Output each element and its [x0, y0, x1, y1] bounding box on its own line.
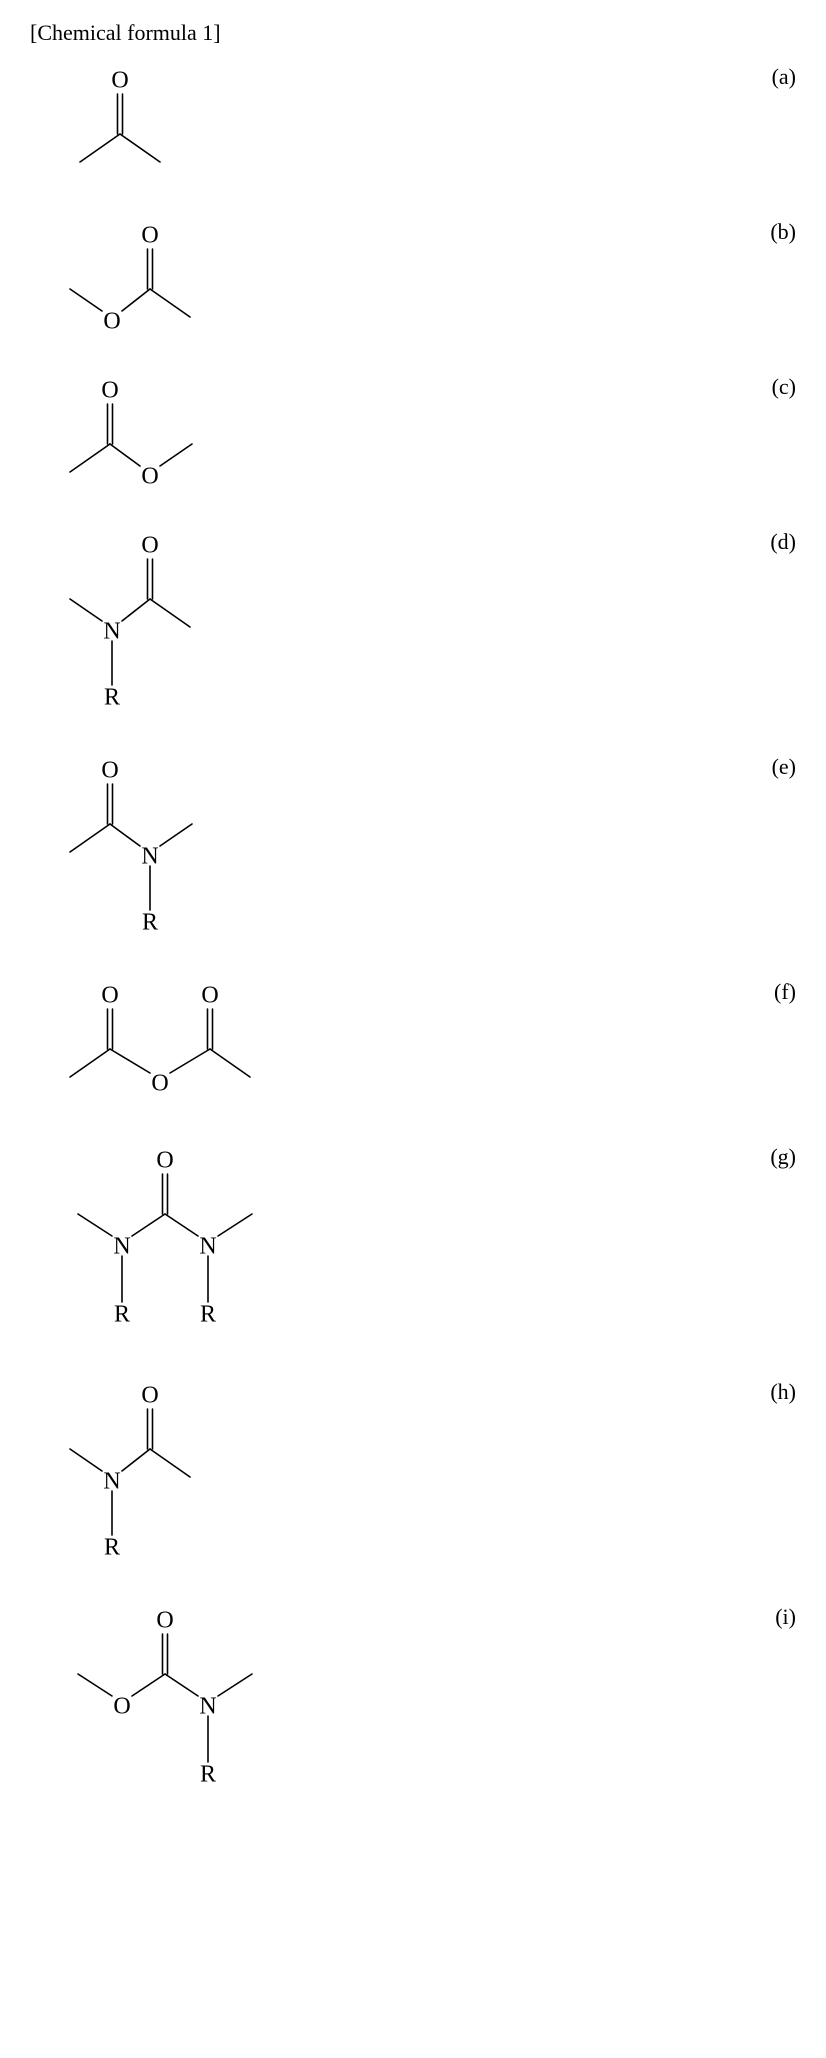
formula-row-g: (g) O N N R R — [30, 1144, 796, 1349]
atom-R: R — [200, 1762, 216, 1788]
structure-c: OO — [50, 374, 796, 499]
structure-g: O N N R R — [50, 1144, 796, 1349]
atom-R: R — [114, 1302, 130, 1328]
structure-a: O — [50, 64, 796, 189]
atom-N: N — [113, 1234, 130, 1260]
atom-N: N — [199, 1234, 216, 1260]
structure-e: O N R — [50, 754, 796, 949]
formula-row-d: (d) O N R — [30, 529, 796, 724]
formula-label-c: (c) — [772, 374, 796, 400]
formula-label-i: (i) — [775, 1604, 796, 1630]
atom-O: O — [141, 464, 158, 490]
formula-label-h: (h) — [770, 1379, 796, 1405]
atom-O: O — [201, 983, 218, 1009]
atom-R: R — [200, 1302, 216, 1328]
atom-O: O — [101, 983, 118, 1009]
formula-row-a: (a) O — [30, 64, 796, 189]
atom-O: O — [151, 1071, 168, 1097]
formula-label-a: (a) — [772, 64, 796, 90]
atom-O: O — [111, 68, 128, 94]
formula-row-e: (e) O N R — [30, 754, 796, 949]
atom-O: O — [103, 309, 120, 335]
structure-d: O N R — [50, 529, 796, 724]
atom-O: O — [141, 223, 158, 249]
formula-row-f: (f) O O O — [30, 979, 796, 1114]
formula-row-b: (b)OO — [30, 219, 796, 344]
structure-b: OO — [50, 219, 796, 344]
structure-h: O N R — [50, 1379, 796, 1574]
atom-O: O — [113, 1694, 130, 1720]
atom-R: R — [142, 910, 158, 936]
formula-label-e: (e) — [772, 754, 796, 780]
formula-label-b: (b) — [770, 219, 796, 245]
formula-label-d: (d) — [770, 529, 796, 555]
atom-O: O — [141, 533, 158, 559]
formula-label-g: (g) — [770, 1144, 796, 1170]
structure-i: O O N R — [50, 1604, 796, 1809]
atom-O: O — [156, 1608, 173, 1634]
atom-N: N — [199, 1694, 216, 1720]
atom-N: N — [141, 844, 158, 870]
atom-O: O — [156, 1148, 173, 1174]
page-title: [Chemical formula 1] — [30, 20, 796, 46]
atom-O: O — [141, 1383, 158, 1409]
formula-row-h: (h) O N R — [30, 1379, 796, 1574]
formulas-container: (a)O(b)OO(c)OO(d)ONR(e)ONR(f)OOO(g)ONNRR… — [30, 64, 796, 1809]
structure-f: O O O — [50, 979, 796, 1114]
formula-row-c: (c)OO — [30, 374, 796, 499]
atom-R: R — [104, 685, 120, 711]
atom-R: R — [104, 1535, 120, 1561]
atom-N: N — [103, 1469, 120, 1495]
formula-row-i: (i) O O N R — [30, 1604, 796, 1809]
atom-O: O — [101, 758, 118, 784]
atom-O: O — [101, 378, 118, 404]
atom-N: N — [103, 619, 120, 645]
formula-label-f: (f) — [774, 979, 796, 1005]
